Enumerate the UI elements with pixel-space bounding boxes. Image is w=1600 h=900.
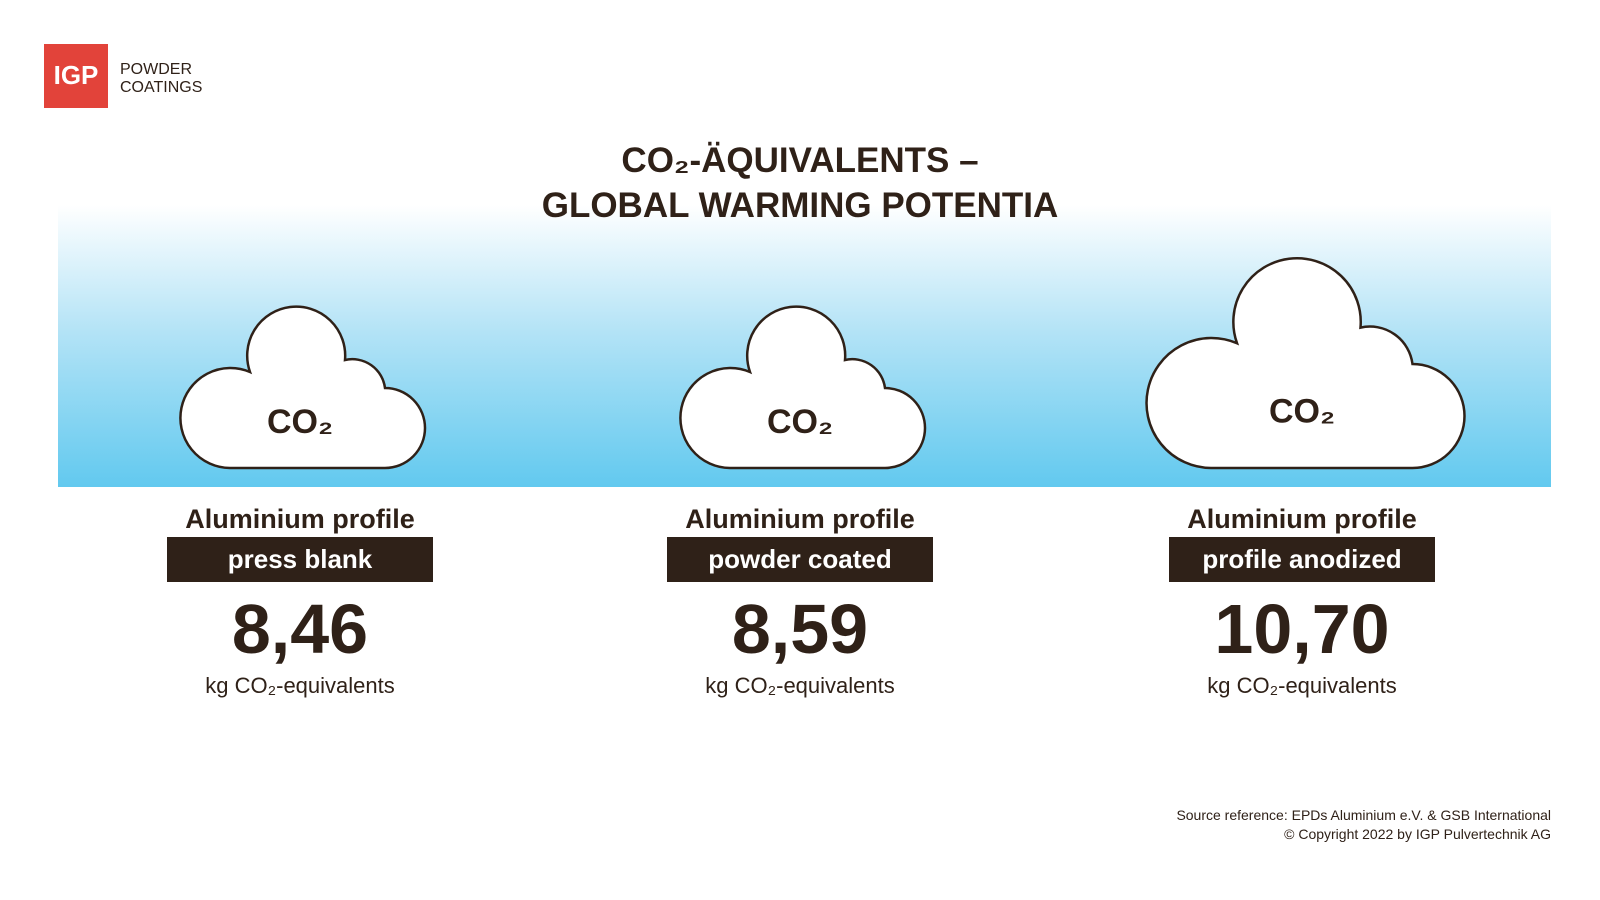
logo-line: COATINGS (120, 79, 202, 96)
cloud: CO₂ (679, 305, 927, 470)
logo-mark-box (44, 44, 108, 108)
item-value: 8,59 (732, 590, 868, 668)
cloud-shape (1145, 257, 1466, 470)
variant-box (667, 537, 933, 582)
cloud: CO₂ (179, 305, 427, 470)
item-unit: kg CO₂-equivalents (1207, 673, 1397, 698)
variant-box (167, 537, 433, 582)
cloud-shape (179, 305, 427, 470)
variant-label: press blank (228, 544, 373, 574)
item-heading: Aluminium profile (1187, 504, 1417, 534)
item-heading: Aluminium profile (685, 504, 915, 534)
cloud-label: CO₂ (267, 403, 333, 441)
item-heading: Aluminium profile (185, 504, 415, 534)
title-line: GLOBAL WARMING POTENTIA (542, 186, 1059, 225)
title-line: CO₂-ÄQUIVALENTS – (621, 141, 978, 180)
item-value: 8,46 (232, 590, 368, 668)
variant-label: profile anodized (1202, 544, 1401, 574)
logo-line: POWDER (120, 61, 192, 78)
item-value: 10,70 (1214, 590, 1389, 668)
variant-label: powder coated (708, 544, 891, 574)
logo-mark: IGP (54, 60, 99, 90)
cloud: CO₂ (1145, 257, 1466, 470)
item-unit: kg CO₂-equivalents (705, 673, 895, 698)
cloud-label: CO₂ (767, 403, 833, 441)
item-unit: kg CO₂-equivalents (205, 673, 395, 698)
source-note: Source reference: EPDs Aluminium e.V. & … (1176, 807, 1551, 823)
copyright-note: © Copyright 2022 by IGP Pulvertechnik AG (1284, 826, 1551, 842)
cloud-shape (679, 305, 927, 470)
cloud-label: CO₂ (1269, 393, 1335, 431)
variant-box (1169, 537, 1435, 582)
